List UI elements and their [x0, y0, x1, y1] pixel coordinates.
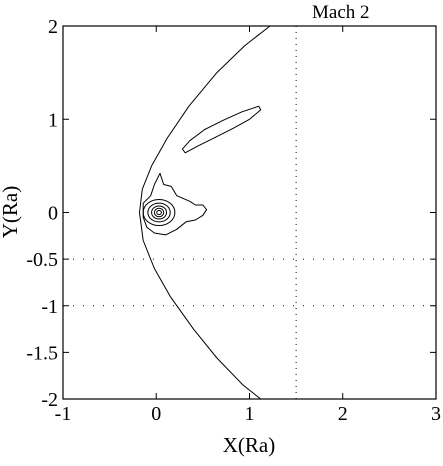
contour-core-ring-2	[147, 202, 171, 223]
contour-core-ring-1	[142, 198, 176, 227]
y-tick-label: 2	[48, 16, 58, 38]
x-tick-label: 3	[431, 403, 441, 425]
x-tick-label: -1	[55, 403, 72, 425]
y-axis-label: Y(Ra)	[0, 186, 22, 238]
contour-tail-lobe	[181, 105, 262, 154]
chart-title: Mach 2	[312, 2, 370, 23]
y-tick-label: 0	[48, 203, 58, 225]
y-tick-label: -2	[41, 389, 58, 411]
contour-inner-region	[142, 172, 208, 236]
contour-core-ring-3	[151, 205, 168, 220]
y-tick-label: -0.5	[26, 249, 58, 271]
contour-core-ring-4	[153, 207, 165, 218]
x-axis-label: X(Ra)	[223, 433, 275, 457]
y-tick-label: 1	[48, 109, 58, 131]
y-tick-label: -1	[41, 296, 58, 318]
plot-frame	[62, 25, 437, 400]
x-tick-label: 2	[338, 403, 348, 425]
x-tick-label: 0	[151, 403, 161, 425]
contour-core-ring-5	[156, 209, 162, 216]
x-tick-label: 1	[245, 403, 255, 425]
y-tick-label: -1.5	[26, 342, 58, 364]
contour-bow-shock	[139, 25, 271, 400]
